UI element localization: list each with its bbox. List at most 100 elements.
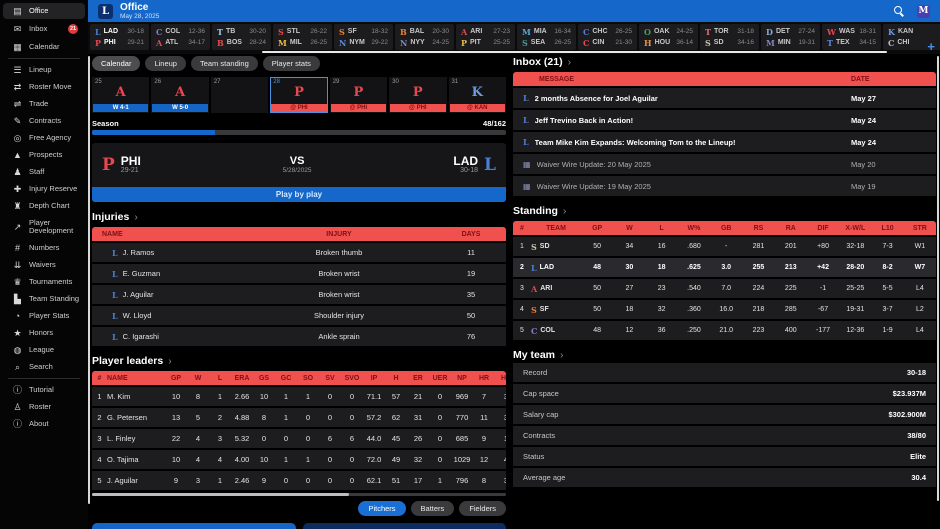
ticker-game[interactable]: L LAD 30-18 P PHI 29-21 — [90, 24, 149, 50]
my-team-section-title[interactable]: My team — [513, 349, 936, 361]
play-by-play-button[interactable]: Play by play — [92, 187, 506, 202]
injury-row[interactable]: L J. Ramos Broken thumb 11 — [92, 243, 506, 262]
sidebar-item[interactable]: ⇄ Roster Move — [3, 79, 85, 95]
my-career-card[interactable]: L My career View stats and change team — [92, 523, 296, 529]
view-tab[interactable]: Player stats — [262, 56, 320, 71]
view-tab[interactable]: Lineup — [145, 56, 186, 71]
stat-value: 62 — [391, 413, 401, 422]
calendar-day[interactable]: 25 A W 4-1 — [92, 77, 150, 113]
sidebar-item[interactable]: ⓘ About — [3, 416, 85, 432]
player-leaders-section-title[interactable]: Player leaders — [92, 355, 506, 367]
injury-row[interactable]: L C. Igarashi Ankle sprain 76 — [92, 327, 506, 346]
left-scrollbar[interactable] — [88, 56, 90, 504]
calendar-day[interactable]: 29 P @ PHI — [329, 77, 388, 113]
injury-row[interactable]: L J. Aguilar Broken wrist 35 — [92, 285, 506, 304]
standing-row[interactable]: 4 S SF 50 18 32 .360 16.0 218 285 — [513, 300, 936, 319]
ticker-game[interactable]: C CHC 26-25 C CIN 21-30 — [578, 24, 637, 50]
stat-value: 4.00 — [234, 455, 250, 464]
sidebar-item[interactable]: ⌕ Search — [3, 359, 85, 375]
ticker-game[interactable]: S SF 18-32 N NYM 29-22 — [334, 24, 393, 50]
sidebar-item[interactable]: ✎ Contracts — [3, 113, 85, 129]
inbox-message-row[interactable]: L 2 months Absence for Joel Aguilar May … — [513, 88, 936, 108]
depth-chart-icon: ♜ — [13, 201, 22, 211]
right-scrollbar[interactable] — [937, 56, 939, 501]
ticker-game[interactable]: C COL 12-36 A ATL 34-17 — [151, 24, 210, 50]
injury-row[interactable]: L E. Guzman Broken wrist 19 — [92, 264, 506, 283]
sidebar-item[interactable]: ▙ Team Standing — [3, 291, 85, 307]
ticker-expand-button[interactable]: + — [927, 39, 935, 54]
inbox-message-row[interactable]: ▦ Waiver Wire Update: 19 May 2025 May 19 — [513, 176, 936, 196]
filter-pill[interactable]: Batters — [410, 501, 455, 516]
leader-row[interactable]: 5 J. Aguilar 9 3 1 2.46 9 0 0 0 0 62.1 — [92, 471, 506, 490]
leader-row[interactable]: 3 L. Finley 22 4 3 5.32 0 0 0 6 6 44.0 — [92, 429, 506, 448]
inbox-section-title[interactable]: Inbox (21) — [513, 56, 936, 68]
ticker-game[interactable]: K KAN C CHI — [883, 24, 940, 50]
filter-pill[interactable]: Pitchers — [358, 501, 406, 516]
sidebar-item[interactable]: ▲ Prospects — [3, 147, 85, 163]
sidebar-item[interactable]: ✉ Inbox 21 — [3, 20, 85, 38]
ticker-game[interactable]: D DET 27-24 M MIN 19-31 — [761, 24, 820, 50]
league-settings-card[interactable]: M League settings Expansion draft and se… — [302, 523, 506, 529]
view-tab[interactable]: Calendar — [92, 56, 141, 71]
stat-value: $23.937M — [892, 389, 926, 398]
leader-row[interactable]: 2 G. Petersen 13 5 2 4.88 8 1 0 0 0 57.2 — [92, 408, 506, 427]
leader-row[interactable]: 1 M. Kim 10 8 1 2.66 10 1 1 0 0 71.1 — [92, 387, 506, 406]
app-logo-icon[interactable]: M — [917, 4, 930, 18]
ticker-game[interactable]: S STL 26-22 M MIL 26-25 — [273, 24, 332, 50]
calendar-day[interactable]: 27 — [210, 77, 269, 113]
sidebar-item[interactable]: ☰ Lineup — [3, 62, 85, 78]
standing-row[interactable]: 1 S SD 50 34 16 .680 - 281 201 — [513, 237, 936, 256]
injuries-section-title[interactable]: Injuries — [92, 211, 506, 223]
sidebar-item[interactable]: ⇊ Waivers — [3, 257, 85, 273]
sidebar-item[interactable]: ▦ Calendar — [3, 39, 85, 55]
injury-row[interactable]: L W. Lloyd Shoulder injury 50 — [92, 306, 506, 325]
ticker-scrollbar[interactable] — [262, 51, 887, 53]
sidebar-item[interactable]: # Numbers — [3, 240, 85, 256]
sidebar-item[interactable]: ♜ Depth Chart — [3, 198, 85, 214]
stat-value: 0 — [349, 476, 355, 485]
scrollbar-thumb[interactable] — [92, 493, 349, 496]
ticker-game[interactable]: T TOR 31-18 S SD 34-16 — [700, 24, 759, 50]
team-logo-icon: A — [115, 85, 126, 100]
calendar-day[interactable]: 26 A W 5-0 — [151, 77, 209, 113]
horizontal-scrollbar[interactable] — [92, 493, 506, 496]
player-stats-icon: ◔ — [14, 311, 21, 321]
ticker-game[interactable]: B BAL 20-30 N NYY 24-25 — [395, 24, 454, 50]
sidebar-item[interactable]: ↗ Player Development — [3, 215, 85, 239]
sidebar-item[interactable]: ⇌ Trade — [3, 96, 85, 112]
sidebar-item[interactable]: ♙ Roster — [3, 399, 85, 415]
ticker-game[interactable]: T TB 30-20 B BOS 28-24 — [212, 24, 271, 50]
filter-pill[interactable]: Fielders — [459, 501, 506, 516]
sidebar-item[interactable]: ◍ League — [3, 342, 85, 358]
ticker-game[interactable]: A ARI 27-23 P PIT 25-25 — [456, 24, 515, 50]
ticker-game[interactable]: W WAS 18-31 T TEX 34-15 — [822, 24, 881, 50]
ticker-game[interactable]: O OAK 24-25 H HOU 36-14 — [639, 24, 698, 50]
inbox-message-row[interactable]: L Team Mike Kim Expands: Welcoming Tom t… — [513, 132, 936, 152]
sidebar-item[interactable]: ◔ Player Stats — [3, 308, 85, 324]
sidebar-item[interactable]: ✚ Injury Reserve — [3, 181, 85, 197]
standing-row[interactable]: 3 A ARI 50 27 23 .540 7.0 224 225 — [513, 279, 936, 298]
calendar-day-selected[interactable]: 28 P @ PHI — [270, 77, 328, 113]
leader-row[interactable]: 4 O. Tajima 10 4 4 4.00 10 1 1 0 0 72.0 — [92, 450, 506, 469]
sidebar-item[interactable]: ⓘ Tutorial — [3, 382, 85, 398]
inbox-message-row[interactable]: L Jeff Trevino Back in Action! May 24 — [513, 110, 936, 130]
search-icon[interactable] — [894, 5, 905, 17]
team-logo-icon: L — [95, 26, 101, 37]
team-logo-icon: S — [278, 26, 284, 37]
standing-row[interactable]: 2 L LAD 48 30 18 .625 3.0 255 213 — [513, 258, 936, 277]
stat-value: L4 — [915, 327, 924, 334]
standing-row[interactable]: 5 C COL 48 12 36 .250 21.0 223 400 — [513, 321, 936, 340]
standing-section-title[interactable]: Standing — [513, 205, 936, 217]
sidebar-item[interactable]: ◎ Free Agency — [3, 130, 85, 146]
sidebar-item[interactable]: ♟ Staff — [3, 164, 85, 180]
calendar-day[interactable]: 31 K @ KAN — [448, 77, 506, 113]
calendar-day[interactable]: 30 P @ PHI — [389, 77, 447, 113]
team-abbr: CHI — [897, 38, 910, 46]
inbox-message-row[interactable]: ▦ Waiver Wire Update: 20 May 2025 May 20 — [513, 154, 936, 174]
view-tab[interactable]: Team standing — [190, 56, 258, 71]
sidebar-item[interactable]: ♛ Tournaments — [3, 274, 85, 290]
scoreboard-ticker[interactable]: L LAD 30-18 P PHI 29-21 C COL 12-36 — [88, 22, 940, 54]
ticker-game[interactable]: M MIA 16-34 S SEA 26-25 — [517, 24, 576, 50]
sidebar-item[interactable]: ★ Honors — [3, 325, 85, 341]
sidebar-item[interactable]: ▤ Office — [3, 3, 85, 19]
